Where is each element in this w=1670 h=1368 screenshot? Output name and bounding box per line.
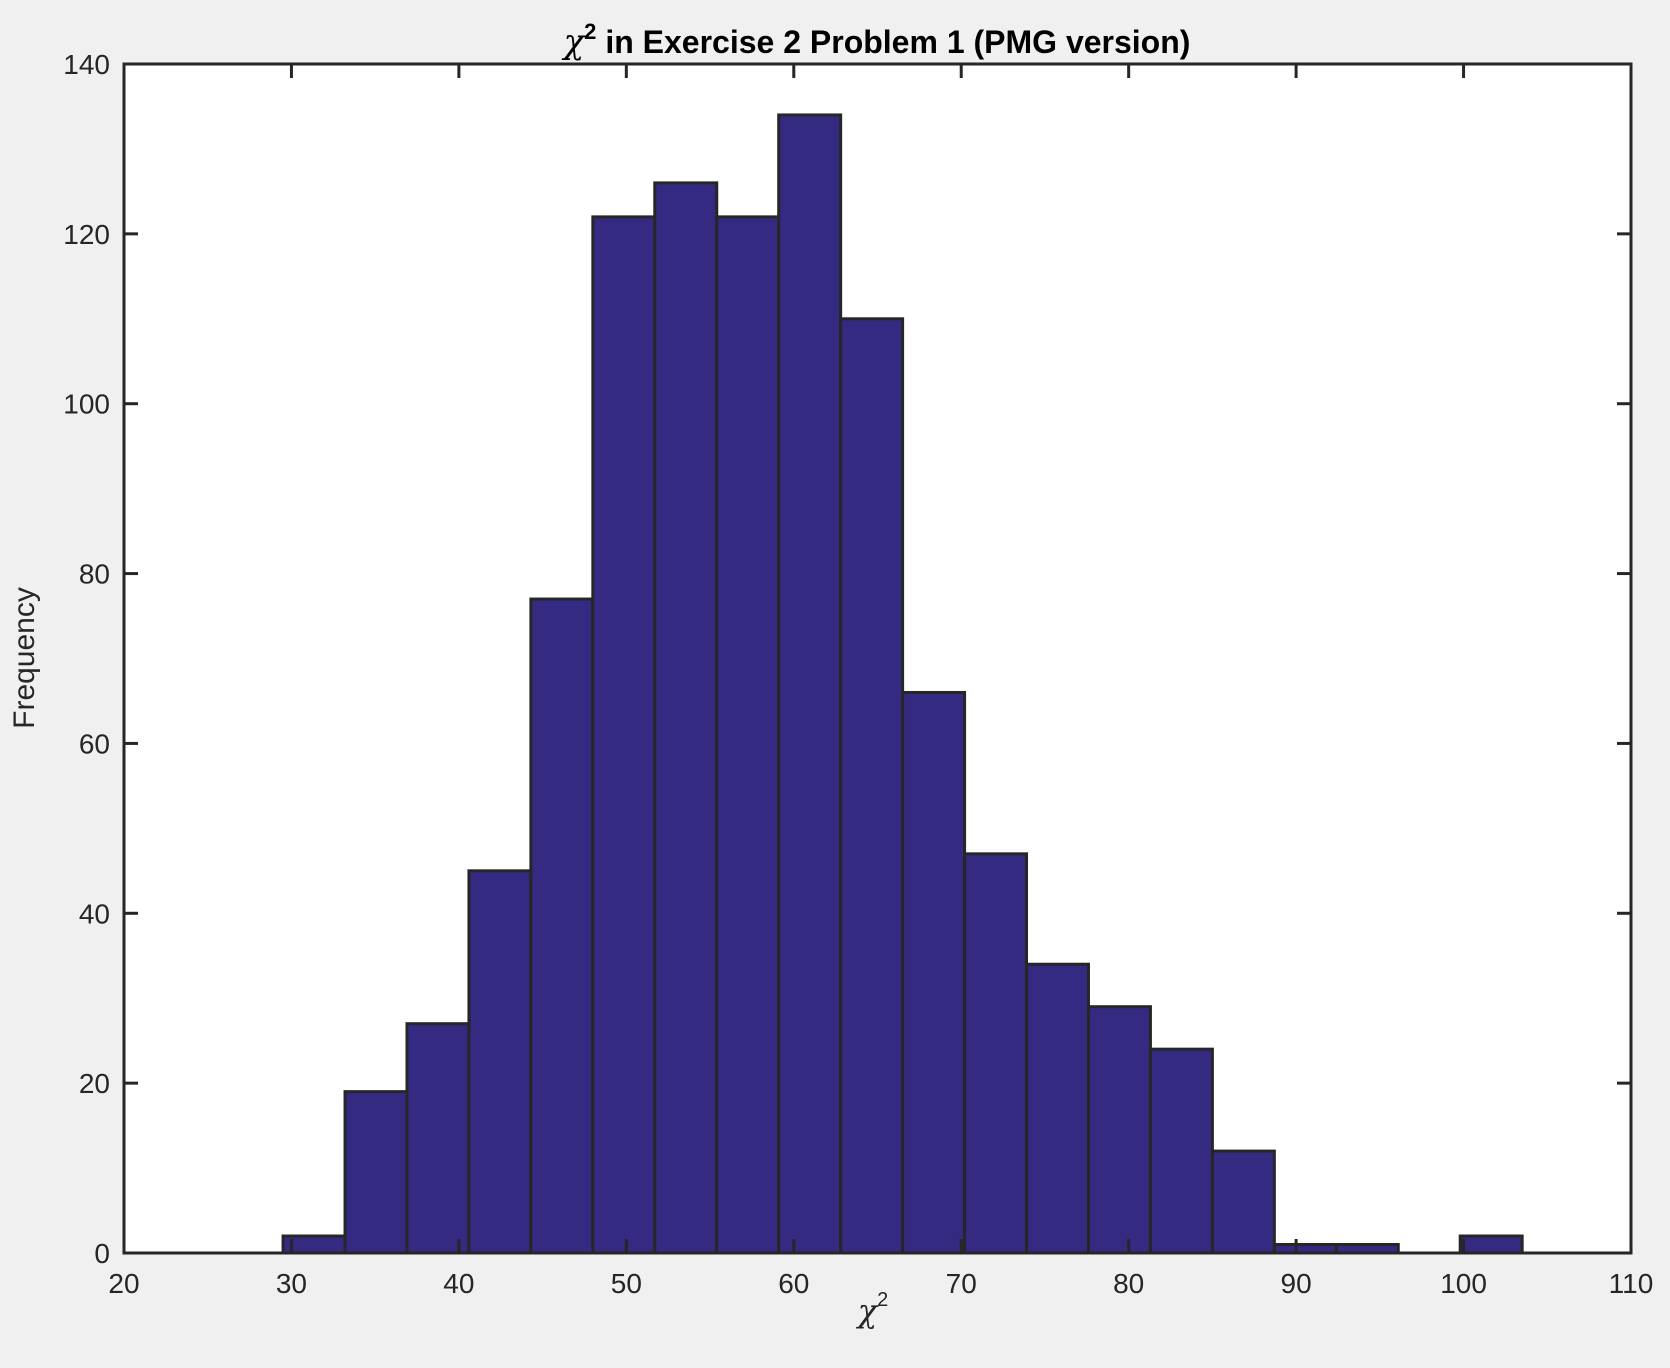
ticks-group	[122, 62, 1633, 1255]
histogram-bar	[591, 215, 657, 1255]
x-tick-label: 30	[276, 1268, 307, 1299]
x-axis-label-superscript: 2	[877, 1289, 888, 1311]
histogram-bar	[777, 113, 843, 1255]
histogram-bar	[839, 317, 905, 1255]
y-tick-label: 120	[63, 219, 110, 250]
y-tick-label: 20	[79, 1068, 110, 1099]
x-tick-label: 110	[1609, 1268, 1654, 1299]
histogram-bar	[653, 181, 719, 1255]
y-tick-label: 140	[63, 49, 110, 80]
histogram-bar	[343, 1090, 409, 1255]
y-tick-label: 0	[94, 1238, 110, 1269]
histogram-bar	[405, 1022, 471, 1255]
x-tick-label: 100	[1440, 1268, 1487, 1299]
histogram-bar	[529, 597, 595, 1255]
y-tick-label: 60	[79, 728, 110, 759]
x-axis-label-symbol: χ	[856, 1292, 879, 1330]
y-tick-label: 40	[79, 898, 110, 929]
histogram-bar	[1025, 962, 1090, 1255]
y-tick-label: 80	[79, 559, 110, 590]
chart-title: χ2 in Exercise 2 Problem 1 (PMG version)	[562, 19, 1191, 62]
y-tick-label: 100	[63, 389, 110, 420]
histogram-bar	[715, 215, 781, 1255]
chart-title-superscript: 2	[584, 19, 596, 44]
histogram-bar	[1086, 1005, 1152, 1255]
x-tick-label: 70	[946, 1268, 977, 1299]
bars-group	[281, 113, 1524, 1255]
x-tick-label: 40	[443, 1268, 474, 1299]
chart-title-symbol: χ	[562, 22, 587, 62]
chart-title-text: in Exercise 2 Problem 1 (PMG version)	[596, 24, 1190, 60]
histogram-bar	[467, 869, 533, 1255]
histogram-bar	[963, 852, 1029, 1255]
histogram-bar	[1210, 1149, 1276, 1255]
histogram-bar	[1458, 1234, 1524, 1255]
histogram-bar	[901, 690, 967, 1255]
histogram-bar	[1148, 1047, 1214, 1255]
x-tick-label: 50	[611, 1268, 642, 1299]
axes-box	[122, 62, 1633, 1255]
x-tick-label: 20	[108, 1268, 139, 1299]
x-axis-label: χ2	[856, 1289, 889, 1330]
x-tick-label: 80	[1113, 1268, 1144, 1299]
y-axis-label: Frequency	[8, 587, 41, 729]
x-tick-label: 90	[1281, 1268, 1312, 1299]
x-tick-label: 60	[778, 1268, 809, 1299]
